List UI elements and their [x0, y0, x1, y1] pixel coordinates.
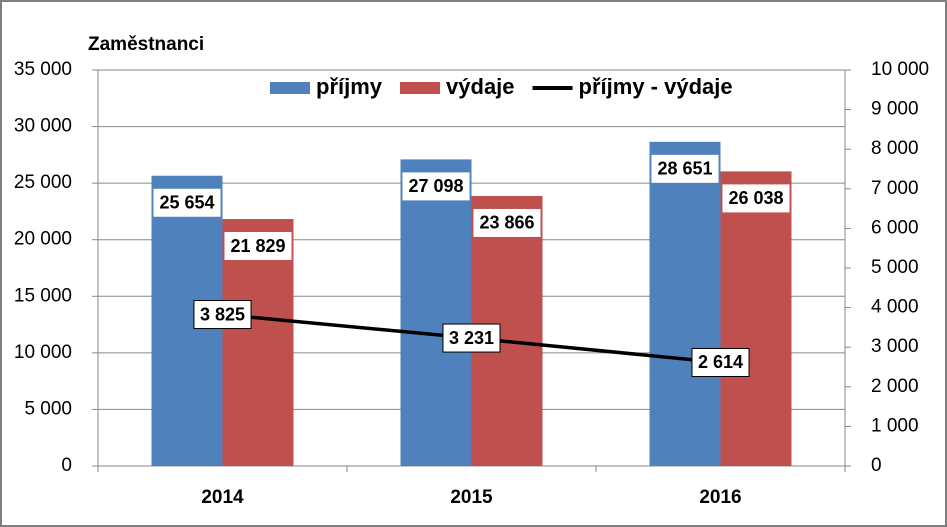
y2-tick-label: 5 000 [871, 257, 919, 278]
y2-tick-label: 10 000 [871, 59, 929, 80]
y-axis-label: Zaměstnanci [88, 34, 204, 55]
y2-tick-label: 2 000 [871, 376, 919, 397]
value-label: 28 651 [657, 159, 712, 179]
legend-label: příjmy - výdaje [579, 74, 733, 99]
x-tick-label: 2014 [201, 487, 244, 508]
value-label: 2 614 [698, 352, 743, 372]
bar [649, 141, 721, 466]
bar [720, 171, 792, 467]
x-tick-label: 2015 [450, 487, 493, 508]
value-label: 26 038 [728, 188, 783, 208]
y2-tick-label: 1 000 [871, 415, 919, 436]
value-label-box [224, 232, 292, 261]
y-tick-label: 30 000 [14, 116, 72, 137]
y-tick-label: 10 000 [14, 342, 72, 363]
value-label-box [473, 208, 541, 237]
value-label-box [722, 184, 790, 213]
legend-label: výdaje [446, 74, 515, 99]
y-tick-label: 20 000 [14, 229, 72, 250]
value-label-box [691, 347, 750, 377]
legend-label: příjmy [316, 74, 383, 99]
value-label-box [193, 300, 252, 330]
y-tick-label: 15 000 [14, 285, 72, 306]
value-label: 3 231 [449, 328, 494, 348]
y2-tick-label: 9 000 [871, 99, 919, 120]
value-label-box [402, 172, 470, 201]
value-label: 21 829 [230, 236, 285, 256]
bar [400, 159, 472, 466]
y-tick-label: 5 000 [24, 398, 72, 419]
y-tick-label: 35 000 [14, 59, 72, 80]
value-label-box [651, 154, 719, 183]
value-label: 25 654 [159, 192, 214, 212]
value-label: 27 098 [408, 176, 463, 196]
value-label-box [442, 323, 501, 353]
y2-tick-label: 6 000 [871, 217, 919, 238]
value-label: 23 866 [479, 213, 534, 233]
y-tick-label: 0 [61, 455, 72, 476]
legend-swatch [400, 82, 441, 94]
y2-tick-label: 7 000 [871, 178, 919, 199]
value-label-box [153, 188, 221, 217]
value-label: 3 825 [200, 304, 245, 324]
y2-tick-label: 0 [871, 455, 882, 476]
x-tick-label: 2016 [699, 487, 741, 508]
y-tick-label: 25 000 [14, 172, 72, 193]
y2-tick-label: 4 000 [871, 297, 919, 318]
bar [222, 219, 294, 466]
y2-tick-label: 3 000 [871, 336, 919, 357]
legend-swatch [270, 82, 310, 94]
y2-tick-label: 8 000 [871, 138, 919, 159]
